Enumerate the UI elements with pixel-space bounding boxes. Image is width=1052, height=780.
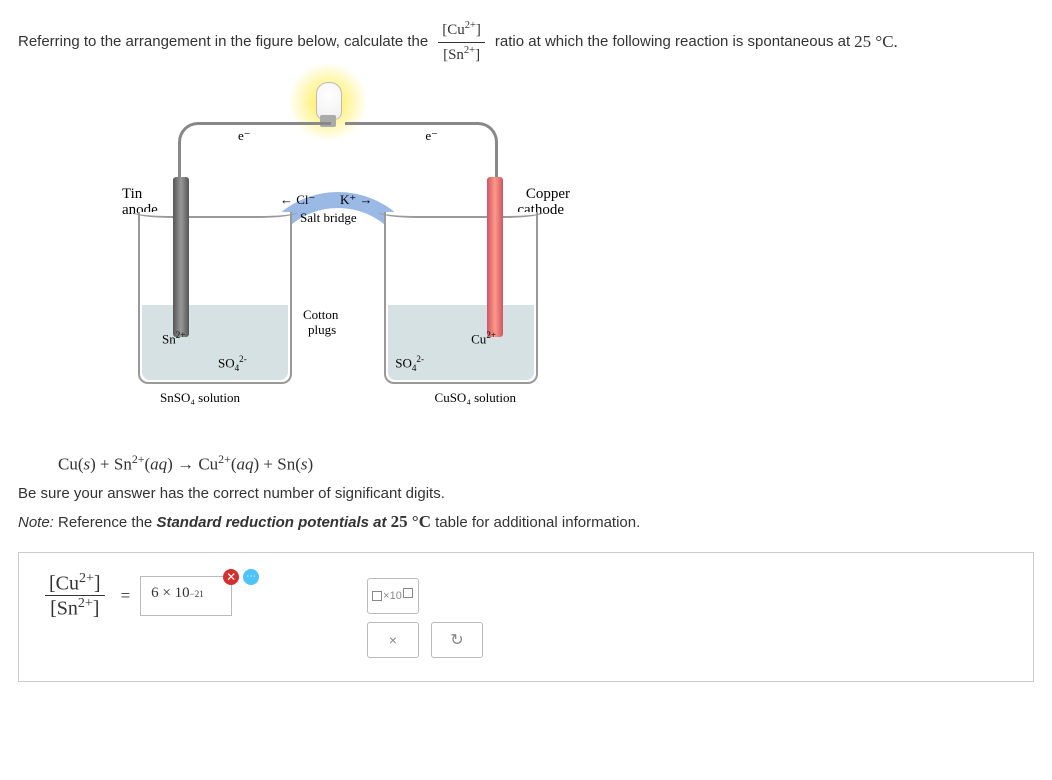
note-prefix: Note:: [18, 514, 54, 531]
answer-area: [Cu2+] [Sn2+] = 6 × 10−21 ✕ ⋯ ×10 × ↻: [18, 552, 1034, 682]
snSO4-label: SnSO₄ solution: [160, 390, 240, 406]
sigdig-text: Be sure your answer has the correct numb…: [18, 485, 1034, 502]
x10-label: ×10: [383, 590, 402, 602]
placeholder-exp-icon: [403, 588, 413, 598]
placeholder-box-icon: [372, 591, 382, 601]
ratio-fraction: [Cu2+] [Sn2+]: [438, 18, 485, 66]
so4-left-label: SO42-: [218, 354, 247, 373]
ratio-numerator: [Cu2+]: [438, 18, 485, 43]
so4-right-label: SO42-: [395, 354, 424, 373]
answer-value: 6 × 10: [151, 585, 189, 602]
electron-left-label: e⁻: [238, 128, 251, 144]
clear-button[interactable]: ×: [367, 622, 419, 658]
copper-electrode: [487, 177, 503, 337]
wire-right: [345, 122, 498, 185]
cu2-label: Cu2+: [471, 330, 496, 347]
cuSO4-label: CuSO₄ solution: [435, 390, 516, 406]
reset-button[interactable]: ↻: [431, 622, 483, 658]
answer-exponent: −21: [190, 589, 204, 599]
cotton-plugs-1: Cotton: [303, 307, 338, 323]
answer-ratio: [Cu2+] [Sn2+]: [45, 571, 105, 621]
more-icon[interactable]: ⋯: [243, 569, 259, 585]
tool-row: × ↻: [367, 622, 483, 658]
question-text: Referring to the arrangement in the figu…: [18, 18, 1034, 66]
wire-left: [178, 122, 331, 185]
ratio-denominator: [Sn2+]: [438, 43, 485, 67]
reset-icon: ↻: [450, 630, 463, 650]
tin-electrode: [173, 177, 189, 337]
answer-ratio-num: [Cu2+]: [45, 571, 105, 597]
electron-right-label: e⁻: [425, 128, 438, 144]
question-temp: 25 °C.: [854, 29, 898, 55]
salt-bridge-label: Salt bridge: [300, 210, 357, 226]
cotton-plugs-2: plugs: [308, 322, 336, 338]
light-bulb: [316, 82, 342, 120]
reaction-equation: Cu(s) + Sn2+(aq) → Cu2+(aq) + Sn(s): [58, 452, 1034, 475]
sci-notation-button[interactable]: ×10: [367, 578, 419, 614]
wrong-icon[interactable]: ✕: [223, 569, 239, 585]
close-icon: ×: [389, 632, 397, 648]
k-arrow-label: K⁺ →: [340, 192, 373, 208]
tin-label: Tin: [122, 186, 142, 203]
answer-ratio-den: [Sn2+]: [45, 596, 105, 621]
equals-sign: =: [121, 586, 131, 606]
question-suffix: ratio at which the following reaction is…: [495, 31, 850, 54]
tool-panel: ×10 × ↻: [367, 578, 483, 658]
copper-label: Copper: [526, 186, 570, 203]
sn2-label: Sn2+: [162, 330, 185, 347]
answer-input[interactable]: 6 × 10−21 ✕ ⋯: [140, 576, 232, 616]
note-text: Note: Reference the Standard reduction p…: [18, 512, 1034, 532]
note-suffix: table for additional information.: [435, 514, 640, 531]
note-bold: Standard reduction potentials at: [156, 514, 386, 531]
galvanic-cell-diagram: e⁻ e⁻ Tin anode Copper cathode ← Cl⁻ K⁺ …: [118, 82, 558, 442]
cl-arrow-label: ← Cl⁻: [280, 192, 315, 208]
beaker-left: [138, 212, 292, 384]
question-prefix: Referring to the arrangement in the figu…: [18, 31, 428, 54]
note-mid: Reference the: [58, 514, 152, 531]
note-temp: 25 °C: [391, 512, 431, 531]
answer-row: [Cu2+] [Sn2+] = 6 × 10−21 ✕ ⋯: [39, 571, 1013, 621]
